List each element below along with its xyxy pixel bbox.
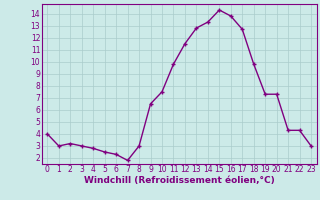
- X-axis label: Windchill (Refroidissement éolien,°C): Windchill (Refroidissement éolien,°C): [84, 176, 275, 185]
